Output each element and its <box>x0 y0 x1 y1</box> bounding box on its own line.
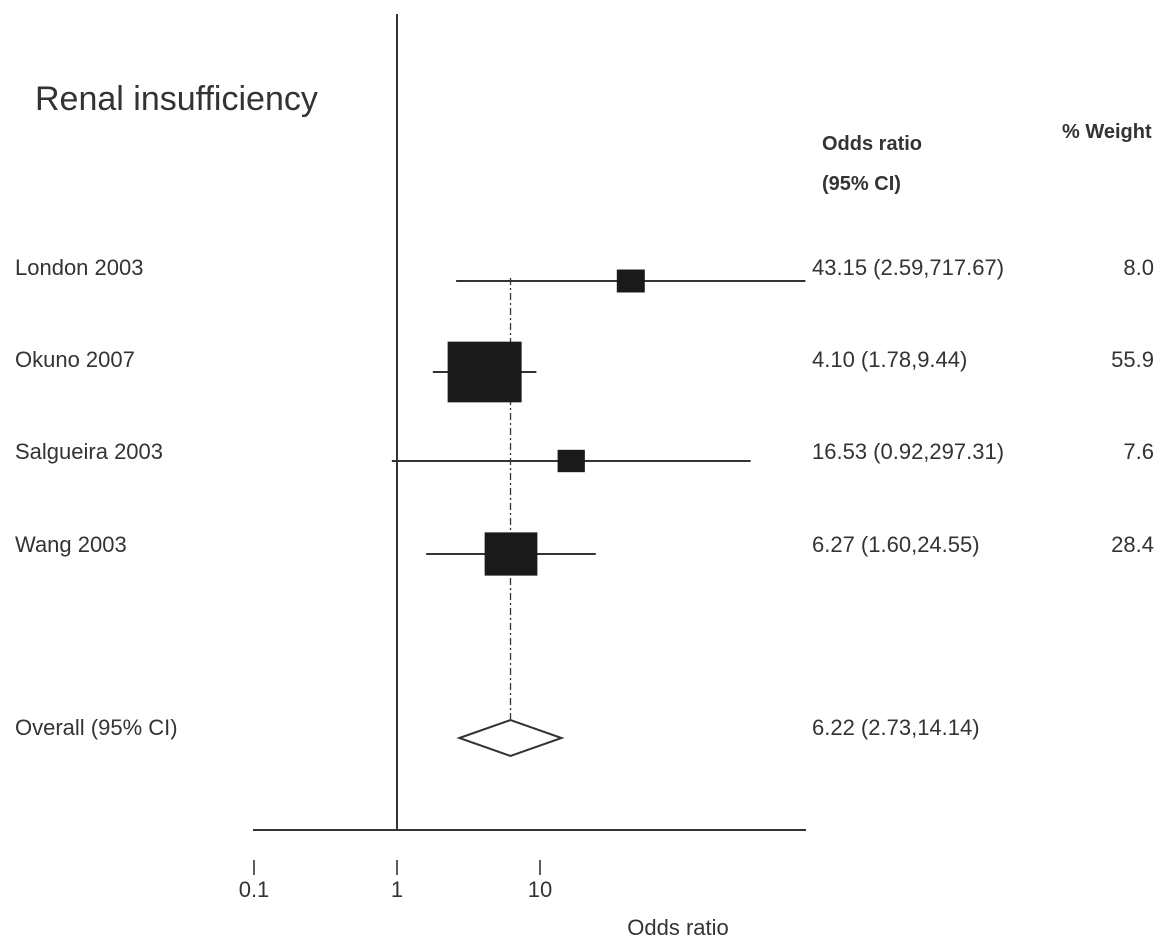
study-weight-box <box>557 449 585 473</box>
overall-row: Overall (95% CI) 6.22 (2.73,14.14) <box>15 715 980 758</box>
reference-lines <box>396 14 512 830</box>
weight-column-header: % Weight <box>1062 121 1152 143</box>
x-axis: 0.1 1 10 <box>239 829 806 902</box>
odds-ratio-value: 4.10 (1.78,9.44) <box>812 347 967 372</box>
study-row: Okuno 2007 4.10 (1.78,9.44) 55.9 <box>15 341 1154 403</box>
overall-odds-ratio-value: 6.22 (2.73,14.14) <box>812 715 980 740</box>
odds-ratio-header-line-2: (95% CI) <box>822 173 901 195</box>
study-label: Okuno 2007 <box>15 347 135 372</box>
odds-ratio-value: 6.27 (1.60,24.55) <box>812 532 980 557</box>
study-weight-box <box>616 269 645 293</box>
study-weight-box <box>447 341 522 403</box>
study-label: London 2003 <box>15 255 143 280</box>
x-axis-tick-label: 0.1 <box>239 877 270 902</box>
study-row: Salgueira 2003 16.53 (0.92,297.31) 7.6 <box>15 439 1154 473</box>
study-row: London 2003 43.15 (2.59,717.67) 8.0 <box>15 255 1154 293</box>
study-label: Wang 2003 <box>15 532 127 557</box>
overall-diamond <box>456 718 565 758</box>
odds-ratio-value: 16.53 (0.92,297.31) <box>812 439 1004 464</box>
odds-ratio-value: 43.15 (2.59,717.67) <box>812 255 1004 280</box>
weight-value: 55.9 <box>1111 347 1154 372</box>
weight-value: 8.0 <box>1123 255 1154 280</box>
overall-label: Overall (95% CI) <box>15 715 178 740</box>
study-rows: London 2003 43.15 (2.59,717.67) 8.0 Okuno 2… <box>15 255 1154 576</box>
weight-value: 28.4 <box>1111 532 1154 557</box>
chart-title: Renal insufficiency <box>35 80 318 118</box>
x-axis-tick-label: 1 <box>391 877 403 902</box>
study-row: Wang 2003 6.27 (1.60,24.55) 28.4 <box>15 532 1154 576</box>
odds-ratio-column-header: Odds ratio (95% CI) <box>822 133 928 195</box>
study-weight-box <box>484 532 538 576</box>
study-label: Salgueira 2003 <box>15 439 163 464</box>
x-axis-tick-label: 10 <box>528 877 552 902</box>
x-axis-label: Odds ratio <box>627 915 729 940</box>
odds-ratio-header-line-1: Odds ratio <box>822 133 922 155</box>
weight-value: 7.6 <box>1123 439 1154 464</box>
